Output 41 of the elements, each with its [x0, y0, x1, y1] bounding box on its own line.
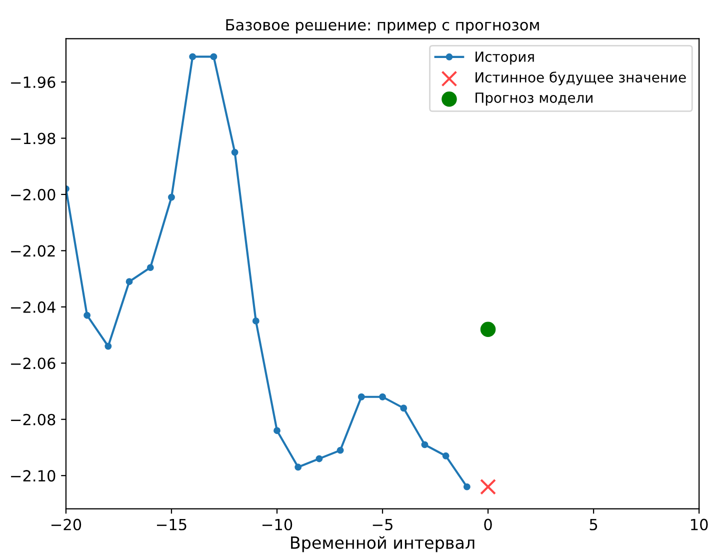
- point: [336, 446, 344, 454]
- legend-label: Истинное будущее значение: [476, 72, 686, 86]
- x-tick-label: −15: [156, 518, 186, 530]
- y-tick-label: −2.04: [11, 301, 56, 313]
- point: [294, 464, 302, 471]
- x-tick-label: −5: [372, 518, 392, 530]
- point: [168, 194, 175, 201]
- point: [104, 342, 112, 350]
- y-tick-label: −2.06: [11, 358, 56, 370]
- legend-label: Прогноз модели: [476, 92, 592, 106]
- point: [189, 53, 196, 60]
- point: [146, 264, 154, 272]
- point: [274, 427, 280, 434]
- point: [463, 483, 470, 490]
- x-tick-label: 5: [590, 518, 598, 530]
- y-tick-label: −2.10: [11, 470, 56, 482]
- x-tick-label: −20: [51, 518, 82, 530]
- point: [421, 441, 428, 448]
- y-tick-label: −2.02: [11, 245, 55, 257]
- y-tick-label: −1.96: [11, 76, 56, 88]
- x-tick-label: 10: [691, 518, 708, 530]
- point: [379, 393, 386, 400]
- point: [252, 317, 260, 324]
- legend-label: История: [476, 52, 534, 65]
- point: [480, 478, 496, 495]
- x-tick-label: −10: [262, 518, 292, 530]
- x-tick-label: 0: [484, 518, 492, 530]
- point: [480, 322, 496, 338]
- point: [231, 148, 238, 156]
- point: [400, 404, 408, 412]
- y-tick-label: −2.08: [11, 414, 56, 426]
- y-tick-label: −2.00: [11, 188, 56, 200]
- point: [126, 278, 133, 286]
- point: [210, 53, 218, 60]
- x-axis-title: Временной интервал: [291, 536, 474, 552]
- point: [442, 452, 450, 460]
- point: [358, 393, 365, 400]
- y-tick-label: −1.98: [11, 132, 56, 144]
- point: [84, 312, 91, 319]
- chart-title: Базовое решение: пример с прогнозом: [226, 19, 539, 34]
- point: [316, 455, 323, 462]
